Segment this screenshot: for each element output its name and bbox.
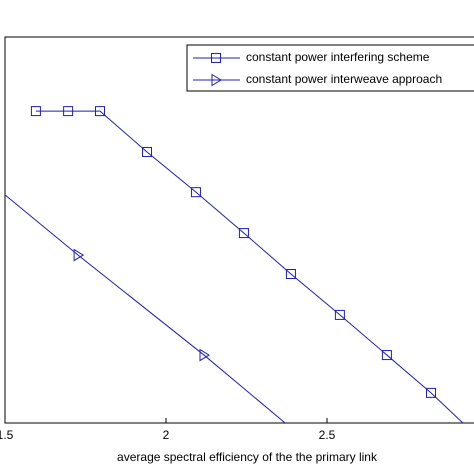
marker [30, 106, 41, 117]
plot-frame [4, 36, 474, 424]
x-tick-label: 2 [163, 428, 170, 442]
series-line [5, 194, 286, 423]
legend-label: constant power interweave approach [246, 72, 442, 86]
legend-box [186, 44, 474, 92]
legend: constant power interfering scheme constan… [186, 44, 474, 92]
marker [426, 387, 437, 398]
legend-marker [211, 53, 221, 63]
legend-marker [211, 73, 222, 87]
marker [334, 309, 345, 320]
x-axis-label: average spectral efficiency of the the p… [117, 450, 378, 464]
x-tick-label: 2.5 [319, 428, 336, 442]
marker [381, 350, 392, 361]
marker [142, 147, 153, 158]
marker [73, 248, 85, 262]
series-line [35, 110, 464, 423]
marker [63, 106, 74, 117]
marker [94, 106, 105, 117]
marker [199, 348, 210, 362]
plot-area [5, 106, 464, 423]
legend-label: constant power interfering scheme [246, 50, 430, 64]
marker [190, 187, 201, 198]
marker [238, 228, 249, 239]
x-tick-label: 1.5 [0, 428, 14, 442]
marker [285, 269, 296, 280]
